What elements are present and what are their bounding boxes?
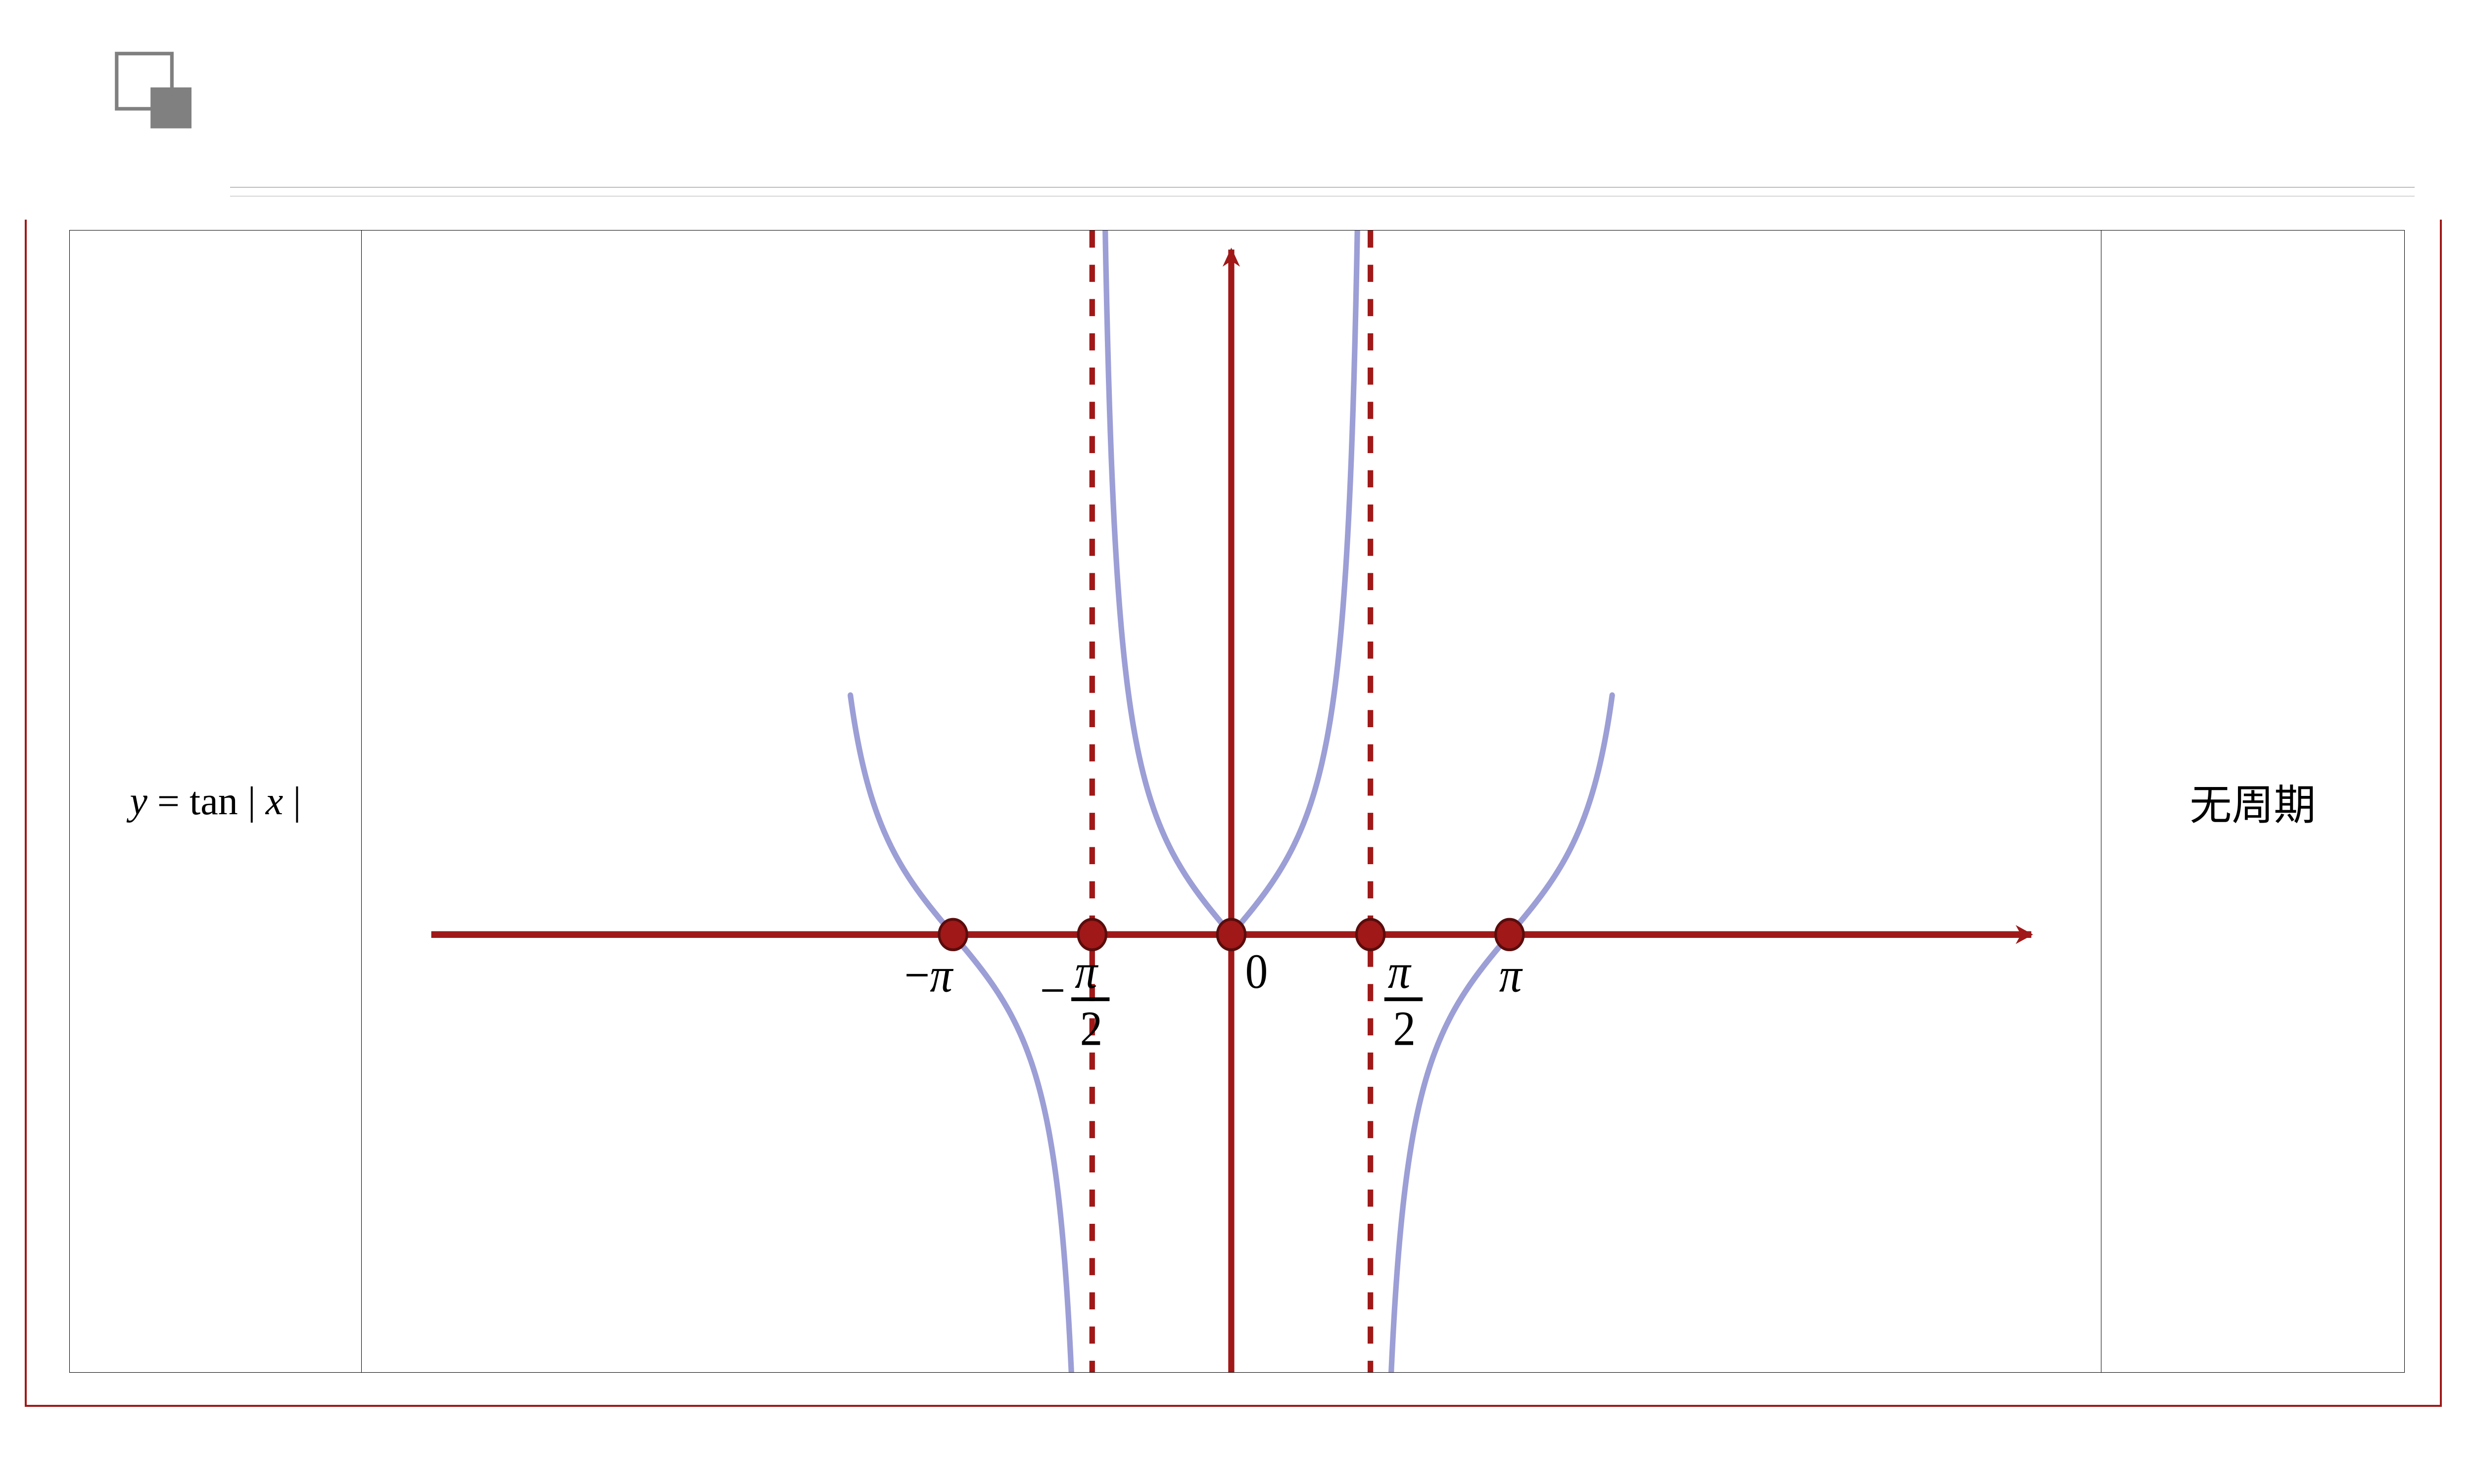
formula-y: y [130, 780, 147, 823]
svg-text:0: 0 [1245, 944, 1268, 999]
formula-x: x [266, 780, 284, 823]
cell-period: 无周期 [2101, 231, 2404, 1372]
svg-text:2: 2 [1080, 1001, 1102, 1056]
chart-svg: −π−π20π2π [362, 231, 2101, 1372]
formula-abs-close: | [283, 780, 301, 823]
svg-text:π: π [1388, 944, 1412, 999]
svg-text:π: π [1499, 948, 1523, 1003]
svg-text:2: 2 [1393, 1001, 1416, 1056]
logo-front-square [150, 88, 191, 129]
svg-text:−π: −π [904, 948, 953, 1003]
cell-chart: −π−π20π2π [362, 231, 2101, 1372]
inner-table: y = tan | x | −π−π20π2π 无周期 [69, 230, 2405, 1373]
svg-text:−: − [1040, 963, 1066, 1018]
formula-eq: = tan | [147, 780, 266, 823]
page-root: y = tan | x | −π−π20π2π 无周期 [0, 0, 2474, 1484]
period-text: 无周期 [2189, 771, 2316, 832]
logo-svg [111, 37, 200, 148]
svg-text:π: π [1075, 944, 1099, 999]
cell-formula: y = tan | x | [70, 231, 362, 1372]
formula-text: y = tan | x | [130, 779, 301, 824]
logo-squares-icon [111, 37, 200, 148]
